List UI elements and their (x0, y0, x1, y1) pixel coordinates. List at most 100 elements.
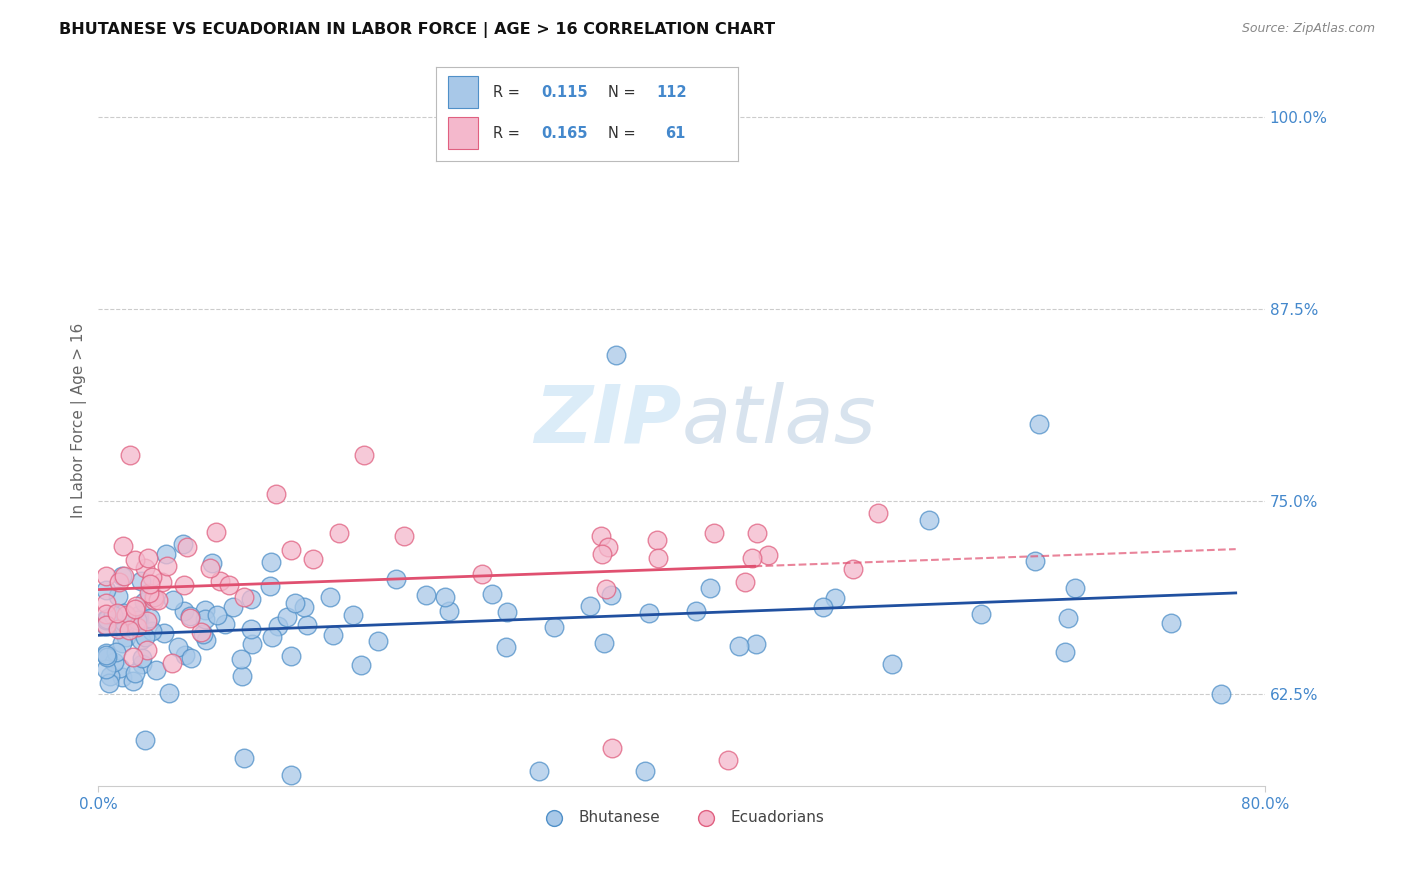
Point (101, 607, 124, 622)
Point (94, 607, 117, 622)
Point (647, 551, 669, 566)
Point (745, 638, 768, 652)
Point (353, 448, 375, 462)
Text: atlas: atlas (682, 382, 876, 459)
Point (111, 569, 134, 583)
Point (125, 599, 148, 613)
Point (105, 606, 128, 620)
Point (578, 599, 600, 614)
Point (142, 590, 165, 604)
Point (1053, 645, 1076, 659)
Text: 0.165: 0.165 (541, 126, 588, 141)
Point (112, 539, 135, 553)
Point (880, 657, 903, 672)
Text: Source: ZipAtlas.com: Source: ZipAtlas.com (1241, 22, 1375, 36)
Point (135, 614, 157, 628)
Point (94, 662, 117, 676)
Point (591, 547, 613, 561)
Point (179, 611, 201, 625)
Point (811, 600, 834, 615)
Point (124, 602, 146, 616)
Point (129, 574, 152, 588)
Point (745, 525, 768, 540)
Point (284, 596, 307, 610)
Point (276, 610, 298, 624)
Point (172, 537, 194, 551)
Point (596, 540, 619, 554)
Point (1064, 581, 1087, 595)
Point (124, 553, 146, 567)
Y-axis label: In Labor Force | Age > 16: In Labor Force | Age > 16 (72, 323, 87, 518)
Point (260, 556, 283, 570)
Point (173, 604, 195, 618)
Text: 112: 112 (657, 85, 688, 100)
Point (112, 569, 135, 583)
Point (292, 600, 315, 615)
Point (471, 566, 494, 581)
Point (824, 591, 846, 605)
Point (350, 658, 373, 673)
Point (1028, 417, 1050, 432)
Point (131, 651, 153, 665)
Point (685, 604, 707, 618)
Point (328, 525, 350, 540)
Point (439, 604, 461, 618)
Point (142, 590, 165, 604)
Point (120, 448, 142, 462)
Point (434, 590, 457, 604)
Point (527, 764, 550, 778)
Point (262, 630, 284, 644)
Point (302, 551, 325, 566)
Point (134, 561, 156, 575)
Point (600, 588, 623, 602)
Bar (449, 77, 478, 108)
Point (239, 592, 262, 607)
Point (94, 569, 117, 583)
Point (104, 615, 127, 630)
Point (367, 633, 389, 648)
Text: N =: N = (609, 85, 640, 100)
Point (1057, 611, 1080, 625)
Point (129, 632, 152, 647)
Point (98, 676, 121, 690)
Point (153, 626, 176, 640)
Point (155, 547, 177, 561)
Point (108, 661, 131, 675)
Point (233, 590, 256, 604)
Point (233, 751, 256, 765)
Point (201, 556, 224, 570)
Point (174, 648, 197, 662)
Point (176, 540, 198, 554)
Point (264, 487, 287, 501)
Point (107, 618, 129, 632)
Point (135, 643, 157, 657)
Point (138, 586, 160, 600)
Point (634, 764, 657, 778)
Point (94, 612, 117, 626)
Point (415, 588, 437, 602)
Point (222, 599, 245, 614)
Point (240, 637, 263, 651)
Point (267, 619, 290, 633)
Point (134, 630, 156, 644)
Text: BHUTANESE VS ECUADORIAN IN LABOR FORCE | AGE > 16 CORRELATION CHART: BHUTANESE VS ECUADORIAN IN LABOR FORCE |… (59, 22, 775, 38)
Point (98, 669, 121, 683)
Point (94, 646, 117, 660)
Point (105, 645, 128, 659)
Text: R =: R = (494, 126, 524, 141)
Point (231, 652, 253, 666)
Point (394, 529, 416, 543)
Point (96, 612, 118, 626)
Point (481, 587, 503, 601)
Point (194, 612, 217, 626)
Point (96, 583, 118, 598)
Point (94, 596, 117, 610)
Point (741, 551, 763, 566)
Point (117, 623, 139, 637)
Point (543, 620, 565, 634)
Point (122, 673, 145, 688)
Text: R =: R = (494, 85, 524, 100)
Point (150, 574, 173, 589)
Text: N =: N = (609, 126, 640, 141)
Bar (449, 118, 478, 149)
